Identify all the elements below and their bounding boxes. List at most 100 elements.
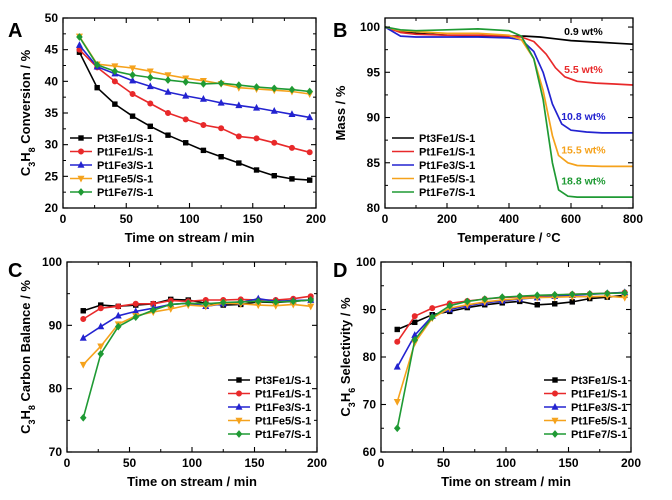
panel-d-series-line — [396, 294, 625, 331]
panel-a-y-tick-label: 50 — [45, 11, 59, 25]
panel-a-data-point — [111, 78, 118, 85]
panel-a-data-point — [236, 160, 242, 166]
panel-a-data-point — [111, 63, 119, 71]
panel-b-series-pt1fe1-s-1 — [384, 26, 634, 86]
panel-c-y-tick-label: 90 — [49, 318, 63, 332]
panel-a-data-point — [270, 84, 278, 93]
panel-c-y-tick-label: 80 — [49, 382, 63, 396]
panel-a-data-point — [75, 41, 83, 48]
panel-b-legend-label: Pt1Fe3/S-1 — [419, 160, 475, 172]
panel-d-x-axis-label: Time on stream / min — [441, 474, 571, 489]
panel-c-legend-label: Pt1Fe3/S-1 — [255, 402, 311, 414]
panel-c-legend-label: Pt1Fe5/S-1 — [255, 416, 311, 428]
panel-a-data-point — [76, 33, 83, 41]
panel-d-data-point — [621, 289, 629, 297]
panel-d-data-point — [568, 290, 576, 299]
panel-d-x-tick-label: 200 — [621, 456, 641, 470]
panel-a-data-point — [253, 103, 261, 111]
panel-c-data-point — [237, 298, 245, 306]
panel-a-data-point — [111, 67, 119, 76]
panel-c-data-point — [149, 306, 157, 314]
panel-a-data-point — [306, 87, 313, 96]
panel-c-legend-marker — [235, 430, 243, 438]
panel-d-legend-label: Pt1Fe7/S-1 — [571, 429, 627, 441]
panel-c-legend-marker — [236, 377, 242, 383]
panel-a-data-point — [147, 100, 154, 107]
panel-a-legend-label: Pt1Fe1/S-1 — [97, 147, 153, 159]
panel-b-y-axis-label: Mass / % — [333, 85, 348, 140]
panel-a-data-point — [200, 122, 207, 129]
panel-a-legend-marker — [77, 160, 85, 168]
panel-b-y-tick-label: 90 — [367, 111, 381, 125]
panel-a-series-pt1fe7-s-1 — [76, 33, 313, 96]
panel-b-annotation: 10.8 wt% — [561, 111, 606, 123]
panel-a-y-tick-label: 20 — [45, 201, 59, 215]
panel-c-y-tick-label: 100 — [42, 255, 62, 269]
panel-a-data-point — [271, 173, 277, 179]
panel-a-data-point — [253, 135, 260, 142]
panel-a-y-tick-label: 40 — [45, 74, 59, 88]
panel-d-legend-marker — [551, 402, 559, 410]
panel-c-y-tick-label: 70 — [49, 445, 63, 459]
panel-b-legend-label: Pt1Fe7/S-1 — [419, 187, 475, 199]
panel-d-x-tick-label: 50 — [437, 456, 451, 470]
panel-d-data-point — [534, 302, 540, 308]
panel-c-data-point — [97, 349, 105, 358]
panel-c-data-point — [80, 315, 87, 322]
panel-d-data-point — [533, 291, 541, 300]
panel-b-series-pt1fe7-s-1 — [384, 26, 633, 198]
panel-a-x-tick-label: 100 — [179, 212, 199, 226]
panel-a-x-tick-label: 0 — [60, 212, 67, 226]
panel-a-series-line — [78, 51, 310, 181]
panel-a-data-point — [182, 91, 190, 99]
panel-b-x-tick-label: 400 — [499, 212, 519, 226]
panel-a-y-tick-label: 35 — [45, 106, 59, 120]
panel-a-data-point — [200, 147, 207, 154]
panel-a-data-point — [164, 72, 172, 80]
panel-d-series-pt1fe3-s-1 — [393, 288, 629, 370]
panel-c-legend-label: Pt3Fe1/S-1 — [255, 375, 311, 387]
panel-a-data-point — [164, 76, 172, 84]
panel-d-data-point — [428, 313, 436, 321]
panel-d-legend-marker — [551, 390, 558, 397]
panel-c-data-point — [97, 322, 105, 330]
panel-a-data-point — [288, 85, 296, 94]
panel-b-legend-label: Pt1Fe5/S-1 — [419, 174, 475, 186]
panel-d-y-tick-label: 70 — [363, 398, 377, 412]
panel-c-series-line — [82, 297, 311, 339]
panel-c-data-point — [254, 297, 262, 306]
panel-a-data-point — [199, 95, 207, 102]
panel-c-legend-label: Pt1Fe1/S-1 — [255, 389, 311, 401]
panel-a-data-point — [129, 113, 136, 119]
panel-a-data-point — [235, 133, 242, 140]
panel-a-data-point — [217, 79, 225, 88]
panel-a-data-point — [164, 88, 172, 95]
panel-b-x-tick-label: 800 — [623, 212, 643, 226]
panel-d-legend-label: Pt1Fe5/S-1 — [571, 416, 627, 428]
panel-a-legend-marker — [77, 175, 85, 183]
panel-a-data-point — [147, 123, 153, 130]
panel-d-y-tick-label: 80 — [363, 350, 377, 364]
panel-c-data-point — [184, 299, 192, 308]
panel-a-x-tick-label: 150 — [243, 212, 263, 226]
panel-a-data-point — [146, 68, 154, 76]
panel-c-data-point — [115, 303, 122, 310]
panel-a-data-point — [129, 91, 136, 98]
panel-a-data-point — [253, 83, 260, 91]
panel-d-series-line — [396, 291, 625, 368]
panel-d-data-point — [411, 313, 418, 320]
panel-c-data-point — [79, 413, 87, 422]
panel-b-x-tick-label: 200 — [437, 212, 457, 226]
panel-c-data-point — [97, 305, 104, 312]
panel-d-series-pt1fe7-s-1 — [393, 289, 629, 433]
panel-c-legend-marker — [236, 390, 243, 397]
panel-d-legend-marker — [551, 417, 559, 425]
panel-b-legend-label: Pt1Fe1/S-1 — [419, 147, 475, 159]
panel-b: B 0 200 400 600 800 80 85 90 95 100 Temperature / °… — [333, 17, 643, 245]
panel-d-data-point — [446, 301, 454, 310]
panel-b-series-line — [384, 26, 633, 134]
panel-b-series-line — [384, 26, 634, 86]
